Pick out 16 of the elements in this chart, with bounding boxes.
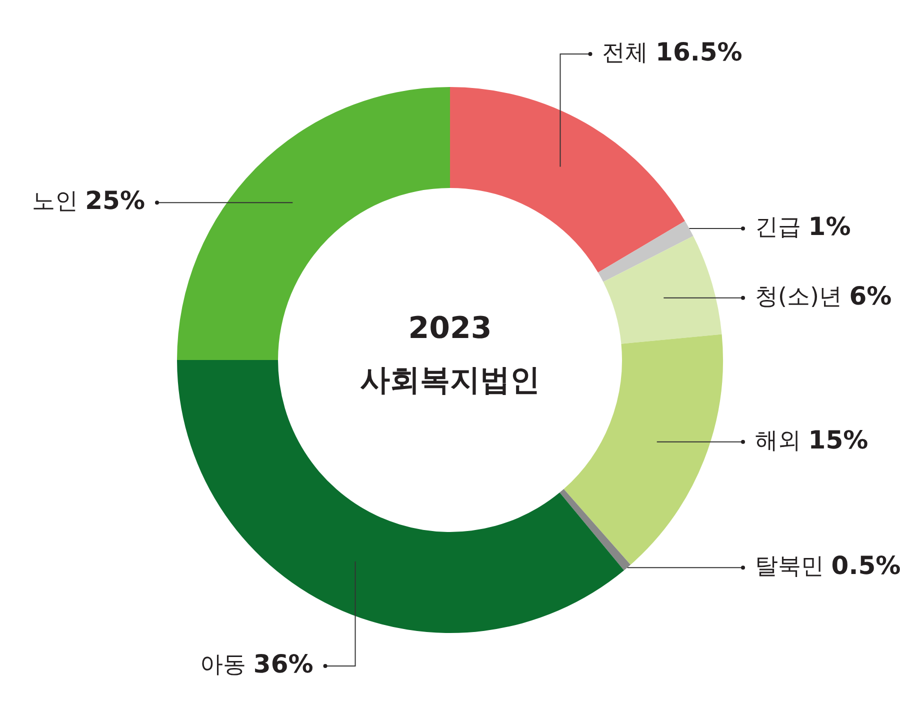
data-label: 6% bbox=[849, 281, 892, 310]
slice-label: 해외 bbox=[755, 428, 808, 454]
data-label: 25% bbox=[85, 186, 146, 216]
data-label: 15% bbox=[808, 425, 868, 454]
slice-label: 아동 bbox=[200, 652, 254, 678]
slice-label: 전체 bbox=[602, 40, 656, 66]
data-label: 1% bbox=[808, 212, 851, 241]
slice-label: 노인 bbox=[32, 188, 86, 215]
slice-label: 탈북민 bbox=[755, 554, 832, 580]
slice-label: 긴급 bbox=[755, 214, 808, 240]
text: 사회복지법인 bbox=[360, 362, 540, 398]
data-label: 0.5% bbox=[831, 551, 900, 580]
slice-label: 청(소)년 bbox=[755, 284, 850, 310]
text: 2023 bbox=[408, 310, 492, 346]
data-label: 16.5% bbox=[656, 38, 742, 66]
data-label: 36% bbox=[253, 650, 314, 678]
